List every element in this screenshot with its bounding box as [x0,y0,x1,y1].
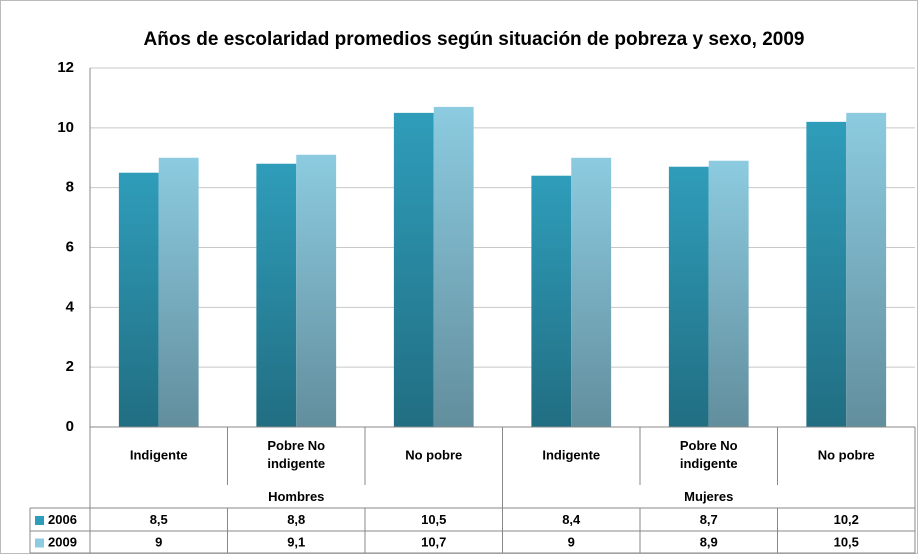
x-tick-label: No pobre [818,447,875,462]
bar [393,112,434,427]
data-table-value: 9,1 [287,534,305,549]
data-table-value: 9 [155,534,162,549]
bar [433,106,474,428]
legend-label: 2009 [48,534,77,549]
data-table-value: 8,5 [150,512,168,527]
chart-title: Años de escolaridad promedios según situ… [144,29,805,50]
y-tick-label: 0 [66,418,74,435]
x-tick-label: Pobre No indigente [267,438,325,471]
data-table-value: 8,8 [287,512,305,527]
bar [571,157,612,427]
legend-swatch [35,538,44,548]
y-tick-label: 2 [66,358,74,375]
group-label: Hombres [268,489,324,504]
data-table-value: 8,7 [700,512,718,527]
data-table-value: 8,4 [562,512,581,527]
data-table-value: 10,7 [421,534,446,549]
data-table-value: 8,9 [700,534,718,549]
data-table-value: 10,5 [421,512,446,527]
x-tick-label: No pobre [405,447,462,462]
bar [158,157,199,427]
data-table-value: 10,5 [834,534,859,549]
bar [296,154,337,427]
bar [806,121,847,427]
y-tick-label: 10 [57,119,74,136]
x-tick-label: Pobre No indigente [680,438,738,471]
bar [708,160,749,427]
bar [256,163,297,427]
data-table-value: 9 [568,534,575,549]
legend-swatch [35,516,44,525]
x-tick-label: Indigente [130,447,188,462]
bar [668,166,709,427]
legend-label: 2006 [48,512,77,527]
x-tick-label: Indigente [542,447,600,462]
y-tick-label: 6 [66,238,74,255]
group-label: Mujeres [684,489,733,504]
data-table-value: 10,2 [834,512,859,527]
y-tick-label: 4 [66,298,75,315]
y-tick-label: 12 [57,59,74,76]
y-tick-label: 8 [66,179,74,196]
bar [118,172,159,427]
bar [531,175,572,427]
bar [846,112,887,427]
